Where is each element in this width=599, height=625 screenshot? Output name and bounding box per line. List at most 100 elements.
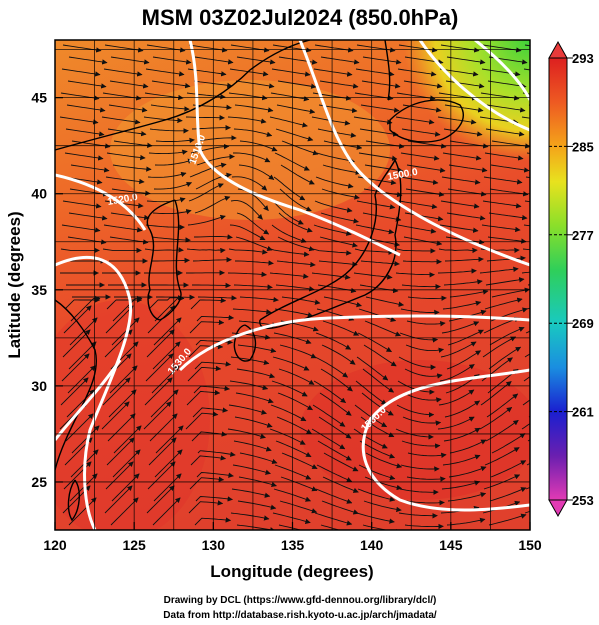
- streamline: [323, 140, 363, 150]
- y-tick-label: 30: [31, 378, 47, 394]
- streamline: [151, 80, 191, 89]
- streamline: [154, 295, 185, 322]
- y-axis: 25 30 35 40 45: [31, 90, 63, 490]
- contour-1: [474, 40, 530, 101]
- streamline: [273, 176, 306, 201]
- chart-title: MSM 03Z02Jul2024 (850.0hPa): [142, 5, 459, 30]
- streamline: [481, 68, 521, 77]
- streamline: [231, 332, 271, 340]
- colorbar-tick-label: 261: [572, 405, 594, 420]
- streamline: [437, 416, 475, 430]
- streamline: [65, 413, 94, 442]
- streamline: [312, 404, 346, 427]
- streamline: [228, 248, 268, 255]
- streamline: [405, 500, 445, 506]
- streamline: [190, 143, 230, 154]
- streamline: [479, 407, 513, 430]
- streamline: [355, 68, 395, 77]
- streamline: [320, 56, 360, 65]
- streamline: [276, 260, 316, 268]
- streamline: [104, 485, 133, 514]
- colorbar-tick-label: 269: [572, 316, 594, 331]
- streamline: [185, 411, 219, 430]
- streamline: [365, 296, 405, 307]
- streamline: [59, 116, 99, 125]
- streamline: [406, 476, 446, 482]
- streamline: [407, 295, 447, 301]
- streamline: [112, 164, 152, 172]
- streamline: [276, 104, 316, 115]
- streamline: [399, 488, 439, 495]
- streamline: [151, 257, 190, 264]
- streamline: [197, 295, 237, 301]
- streamline: [271, 380, 308, 397]
- streamline: [487, 236, 527, 244]
- streamline: [235, 392, 274, 404]
- streamline: [113, 425, 142, 454]
- streamline: [101, 401, 130, 430]
- streamline: [60, 247, 100, 254]
- streamline: [274, 308, 314, 318]
- colorbar-scale: [548, 57, 568, 501]
- streamline: [397, 68, 437, 77]
- streamline: [488, 212, 528, 221]
- contour-label-1520: 1520.0: [107, 192, 139, 208]
- colorbar-tick-label: 253: [572, 493, 594, 508]
- streamline: [269, 428, 306, 445]
- colorbar: 293 285 277 269 261 253: [548, 40, 594, 518]
- streamline: [232, 464, 271, 475]
- streamline: [403, 236, 443, 246]
- streamline: [64, 152, 104, 161]
- x-axis: 120 125 130 135 140 145 150: [43, 522, 542, 553]
- streamline: [153, 181, 192, 190]
- streamline: [446, 212, 486, 221]
- streamline: [235, 80, 275, 89]
- streamline: [395, 428, 434, 440]
- streamline: [271, 224, 307, 243]
- streamline: [439, 224, 479, 233]
- streamline: [490, 460, 527, 478]
- streamline: [233, 152, 271, 163]
- streamline: [236, 368, 276, 379]
- streamline: [355, 380, 387, 405]
- streamline: [239, 296, 279, 303]
- streamline: [281, 296, 321, 305]
- streamline: [147, 171, 187, 178]
- contour-5: [55, 173, 147, 231]
- streamline: [316, 152, 355, 164]
- streamline: [479, 266, 519, 274]
- y-tick-label: 35: [31, 282, 47, 298]
- streamline: [278, 368, 315, 385]
- streamline: [521, 116, 530, 119]
- streamline: [485, 128, 525, 137]
- x-tick-label: 150: [518, 537, 542, 553]
- streamline: [61, 353, 90, 382]
- streamline: [143, 401, 172, 430]
- streamline: [192, 104, 232, 111]
- streamline: [228, 404, 267, 415]
- streamline: [105, 305, 134, 334]
- streamline: [353, 116, 393, 125]
- x-tick-label: 125: [122, 537, 146, 553]
- streamline: [194, 517, 232, 526]
- streamline: [280, 476, 318, 492]
- streamlines: [59, 44, 530, 530]
- streamline: [64, 297, 101, 310]
- streamline: [271, 68, 311, 77]
- coastline-hokkaido: [389, 99, 464, 143]
- streamline: [60, 377, 89, 406]
- y-tick-label: 45: [31, 90, 47, 106]
- y-axis-label: Latitude (degrees): [5, 211, 24, 358]
- streamline: [189, 476, 225, 490]
- streamline: [155, 137, 195, 144]
- streamline: [187, 214, 226, 226]
- streamline: [354, 248, 394, 255]
- colorbar-tick-label: 293: [572, 51, 594, 66]
- streamline: [279, 500, 318, 514]
- streamline: [112, 449, 141, 478]
- streamline: [146, 329, 175, 358]
- streamline: [322, 320, 360, 336]
- streamline: [442, 454, 481, 466]
- streamline: [110, 212, 150, 221]
- streamline: [522, 399, 530, 406]
